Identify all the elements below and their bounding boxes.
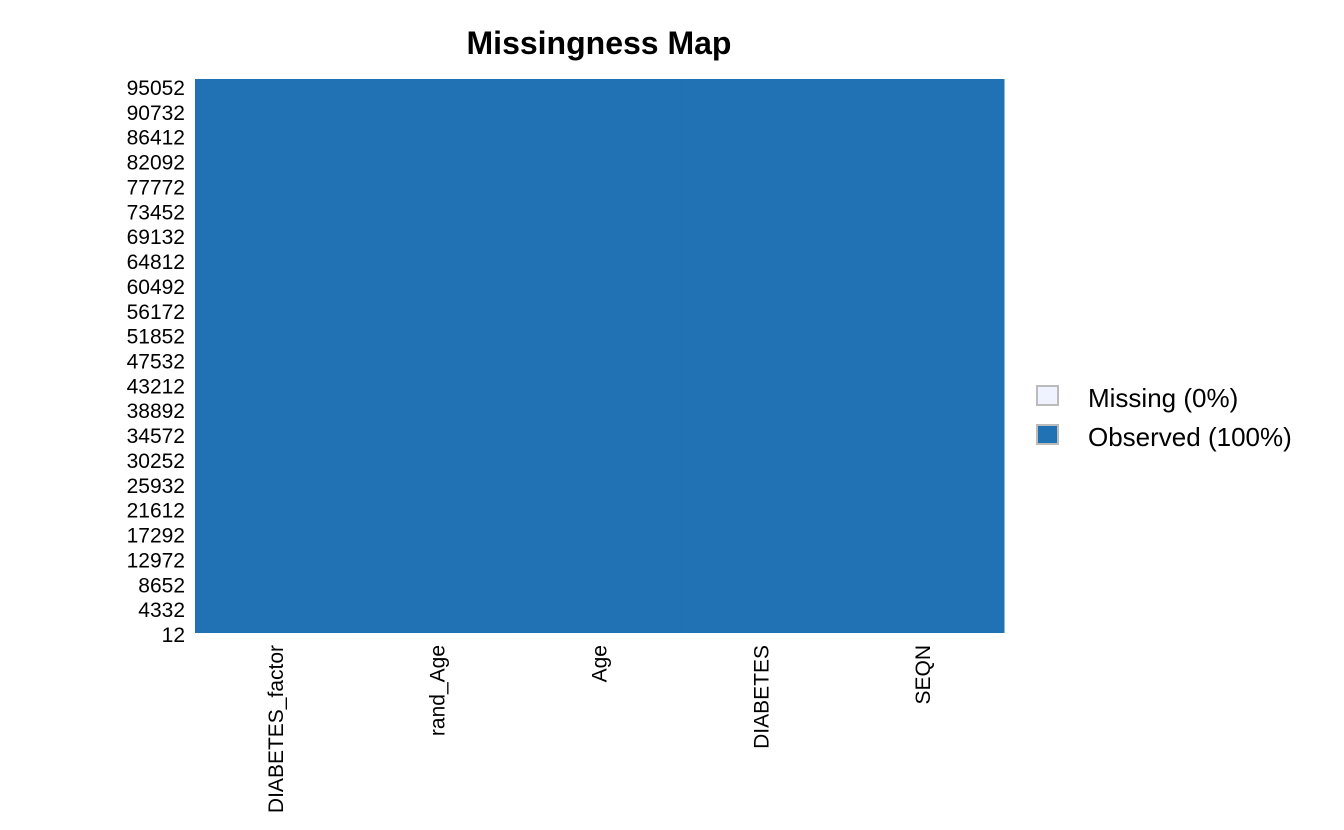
observed-cell-SEQN bbox=[842, 79, 1005, 633]
x-tick-label: rand_Age bbox=[427, 645, 450, 736]
y-tick-label: 47532 bbox=[127, 351, 185, 374]
y-tick-label: 77772 bbox=[127, 176, 185, 199]
y-tick-label: 73452 bbox=[127, 201, 185, 224]
observed-cell-Age bbox=[518, 79, 681, 633]
legend-label-missing: Missing (0%) bbox=[1088, 383, 1238, 413]
y-tick-label: 30252 bbox=[127, 450, 185, 473]
y-tick-label: 21612 bbox=[127, 500, 185, 523]
y-tick-label: 82092 bbox=[127, 152, 185, 175]
y-tick-label: 38892 bbox=[127, 400, 185, 423]
legend-label-observed: Observed (100%) bbox=[1088, 422, 1292, 452]
x-tick-label: SEQN bbox=[912, 645, 935, 705]
y-tick-label: 90732 bbox=[127, 102, 185, 125]
x-tick-label: DIABETES bbox=[750, 645, 773, 749]
chart-title: Missingness Map bbox=[467, 25, 732, 61]
y-tick-label: 51852 bbox=[127, 326, 185, 349]
y-tick-label: 4332 bbox=[138, 599, 185, 622]
y-tick-label: 17292 bbox=[127, 525, 185, 548]
y-tick-label: 56172 bbox=[127, 301, 185, 324]
observed-cell-DIABETES_factor bbox=[195, 79, 358, 633]
y-tick-label: 25932 bbox=[127, 475, 185, 498]
y-tick-label: 86412 bbox=[127, 127, 185, 150]
y-tick-label: 8652 bbox=[138, 574, 185, 597]
x-tick-label: DIABETES_factor bbox=[265, 645, 288, 813]
legend-swatch-observed bbox=[1036, 424, 1059, 445]
y-tick-label: 95052 bbox=[127, 77, 185, 100]
x-tick-label: Age bbox=[589, 645, 612, 682]
y-tick-label: 34572 bbox=[127, 425, 185, 448]
y-tick-label: 60492 bbox=[127, 276, 185, 299]
legend: Missing (0%) Observed (100%) bbox=[1036, 383, 1292, 452]
y-tick-label: 12 bbox=[162, 624, 185, 647]
y-tick-label: 69132 bbox=[127, 226, 185, 249]
observed-cell-DIABETES bbox=[680, 79, 843, 633]
y-tick-label: 43212 bbox=[127, 375, 185, 398]
observed-cell-rand_Age bbox=[356, 79, 520, 633]
y-tick-label: 64812 bbox=[127, 251, 185, 274]
y-tick-label: 12972 bbox=[127, 549, 185, 572]
legend-swatch-missing bbox=[1036, 385, 1059, 406]
